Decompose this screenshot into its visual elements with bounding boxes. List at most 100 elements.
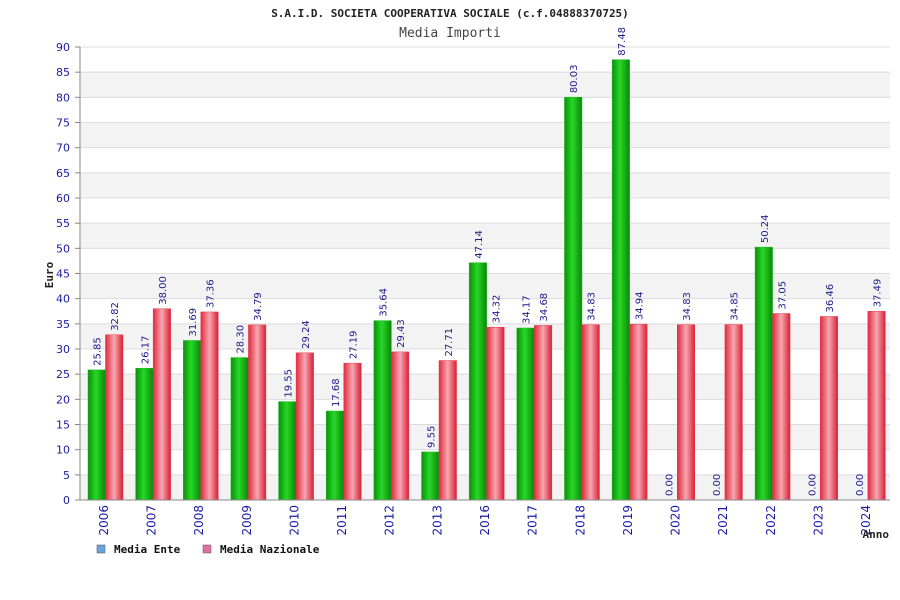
x-tick-label-2006: 2006 [97,505,111,536]
bar-media-ente-2006 [87,369,106,501]
x-tick-label-2016: 2016 [478,505,492,536]
value-label-media-nazionale-2007: 38.00 [158,276,169,305]
x-tick-label-2010: 2010 [287,505,301,536]
x-tick-label-2017: 2017 [526,505,540,536]
value-label-media-ente-2009: 28.30 [236,325,247,354]
value-label-media-ente-2007: 26.17 [140,336,151,365]
value-label-media-nazionale-2021: 34.85 [730,292,741,321]
y-axis-label: Euro [43,261,56,288]
x-tick-label-2020: 2020 [669,505,683,536]
value-label-media-nazionale-2024: 37.49 [873,279,884,308]
value-label-media-ente-2016: 47.14 [474,230,485,259]
grid-band [80,147,890,173]
bar-media-nazionale-2012 [391,351,410,501]
x-tick-label-2008: 2008 [192,505,206,536]
y-tick-label: 75 [56,117,70,130]
value-label-media-nazionale-2008: 37.36 [206,279,217,308]
y-tick-label: 45 [56,268,70,281]
x-axis-ticks: 2006 2007 2008 2009 2010 2011 2012 2013 2016 2017… [97,505,873,536]
x-axis-label: Anno [863,528,890,541]
bar-media-ente-2013 [421,451,440,501]
y-tick-label: 80 [56,91,70,104]
bar-media-nazionale-2010 [295,352,314,501]
value-label-media-ente-2023: 0.00 [807,474,818,496]
y-tick-label: 5 [63,469,70,482]
bar-media-ente-2018 [564,96,583,501]
x-tick-label-2009: 2009 [240,505,254,536]
value-label-media-ente-2021: 0.00 [712,474,723,496]
value-label-media-nazionale-2010: 29.24 [301,320,312,349]
bar-media-ente-2016 [468,262,487,501]
value-label-media-ente-2011: 17.68 [331,378,342,407]
bar-media-ente-2017 [516,327,535,501]
bar-media-nazionale-2019 [629,323,648,501]
value-label-media-nazionale-2023: 36.46 [825,284,836,313]
bar-media-ente-2011 [325,410,344,501]
value-label-media-ente-2013: 9.55 [426,426,437,448]
value-label-media-nazionale-2006: 32.82 [110,302,121,331]
x-tick-label-2018: 2018 [573,505,587,536]
chart-title: S.A.I.D. SOCIETA COOPERATIVA SOCIALE (c.… [271,7,629,20]
value-label-media-nazionale-2012: 29.43 [396,319,407,348]
y-tick-label: 25 [56,368,70,381]
x-tick-label-2024: 2024 [859,505,873,536]
x-tick-label-2007: 2007 [144,505,158,536]
bar-media-nazionale-2006 [105,334,124,501]
y-tick-label: 70 [56,142,70,155]
bar-media-ente-2022 [754,246,773,501]
y-tick-label: 30 [56,343,70,356]
bars [87,59,886,501]
grid-band [80,72,890,98]
value-label-media-ente-2018: 80.03 [569,65,580,94]
y-tick-label: 85 [56,66,70,79]
bar-media-ente-2007 [135,368,154,501]
value-label-media-ente-2006: 25.85 [93,337,104,366]
value-label-media-ente-2022: 50.24 [760,214,771,243]
value-label-media-nazionale-2020: 34.83 [682,292,693,321]
bar-media-ente-2009 [230,357,249,501]
value-label-media-nazionale-2019: 34.94 [634,291,645,320]
legend-swatch-media-nazionale [202,544,212,554]
x-tick-label-2011: 2011 [335,505,349,536]
value-label-media-nazionale-2016: 34.32 [491,295,502,324]
y-tick-label: 65 [56,167,70,180]
y-tick-label: 20 [56,393,70,406]
value-label-media-nazionale-2018: 34.83 [587,292,598,321]
bar-media-nazionale-2007 [152,308,171,501]
legend-label-media-ente: Media Ente [114,543,181,556]
bar-media-nazionale-2009 [248,324,267,501]
bar-media-nazionale-2024 [867,311,886,501]
bar-media-ente-2010 [278,401,297,501]
bar-media-nazionale-2023 [819,316,838,501]
grid-band [80,172,890,198]
value-label-media-ente-2024: 0.00 [855,474,866,496]
value-label-media-nazionale-2009: 34.79 [253,292,264,321]
y-tick-label: 40 [56,293,70,306]
x-tick-label-2022: 2022 [764,505,778,536]
chart-subtitle: Media Importi [399,26,501,41]
y-axis-ticks: 0 5 10 15 20 25 30 35 40 45 50 55 60 65 70 75 80 85 90 [56,41,80,507]
value-label-media-nazionale-2022: 37.05 [777,281,788,310]
value-label-media-ente-2020: 0.00 [665,474,676,496]
x-tick-label-2012: 2012 [383,505,397,536]
bar-media-ente-2008 [183,340,202,501]
bar-media-ente-2012 [373,320,392,501]
value-label-media-ente-2010: 19.55 [283,369,294,398]
grid-band [80,122,890,148]
value-label-media-ente-2019: 87.48 [617,27,628,56]
grid-band [80,47,890,73]
x-tick-label-2021: 2021 [716,505,730,536]
bar-media-nazionale-2017 [534,325,553,501]
bar-media-nazionale-2016 [486,327,505,501]
value-label-media-nazionale-2013: 27.71 [444,328,455,357]
y-tick-label: 50 [56,242,70,255]
legend: Media Ente Media Nazionale [96,543,320,556]
value-labels: 25.85 32.82 26.17 38.00 31.69 37.36 28.30 34.79… [93,27,884,496]
bar-media-nazionale-2008 [200,311,219,501]
bar-media-nazionale-2013 [438,360,457,501]
x-tick-label-2023: 2023 [812,505,826,536]
x-tick-label-2013: 2013 [430,505,444,536]
x-tick-label-2019: 2019 [621,505,635,536]
bar-media-nazionale-2021 [724,324,743,501]
